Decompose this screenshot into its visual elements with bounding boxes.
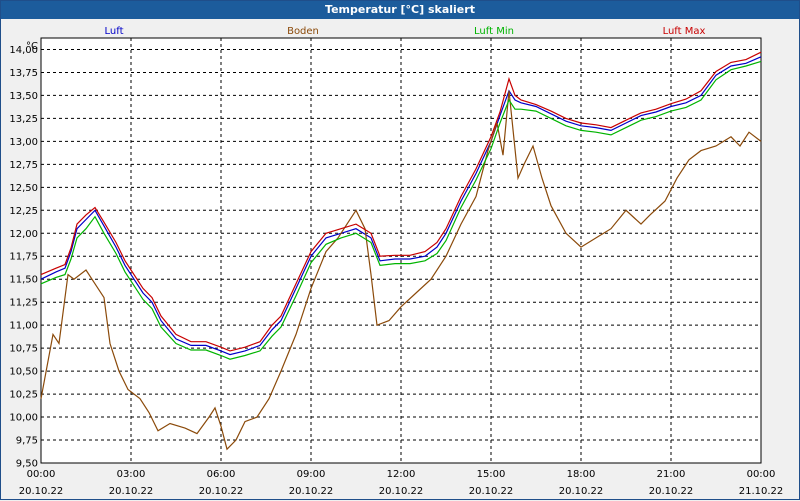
- y-tick-label: 10,50: [9, 367, 38, 378]
- y-axis-label: °C: [26, 41, 38, 52]
- y-tick-label: 13,00: [9, 137, 38, 148]
- x-tick-time: 03:00: [117, 469, 146, 480]
- y-tick-label: 10,75: [9, 344, 38, 355]
- y-tick-label: 13,75: [9, 68, 38, 79]
- y-tick-label: 10,25: [9, 390, 38, 401]
- series-line-boden: [40, 90, 762, 451]
- x-tick-time: 06:00: [207, 469, 236, 480]
- window-title: Temperatur [°C] skaliert: [1, 1, 799, 19]
- y-tick-label: 13,50: [9, 91, 38, 102]
- x-tick-date: 20.10.22: [559, 486, 604, 497]
- y-tick-label: 9,50: [16, 459, 38, 470]
- x-tick-time: 00:00: [27, 469, 56, 480]
- y-tick-label: 11,25: [9, 298, 38, 309]
- legend-label-luft-max: Luft Max: [663, 26, 706, 37]
- y-tick-label: 9,75: [16, 436, 38, 447]
- legend-label-boden: Boden: [287, 26, 319, 37]
- x-tick-date: 20.10.22: [649, 486, 694, 497]
- x-tick-date: 20.10.22: [199, 486, 244, 497]
- x-tick-time: 09:00: [297, 469, 326, 480]
- y-tick-label: 11,75: [9, 252, 38, 263]
- y-tick-label: 11,50: [9, 275, 38, 286]
- x-tick-date: 20.10.22: [289, 486, 334, 497]
- y-tick-label: 12,25: [9, 206, 38, 217]
- x-tick-date: 20.10.22: [379, 486, 424, 497]
- x-tick-time: 00:00: [747, 469, 776, 480]
- y-tick-label: 12,00: [9, 229, 38, 240]
- y-tick-label: 10,00: [9, 413, 38, 424]
- legend-label-luft-min: Luft Min: [474, 26, 514, 37]
- x-tick-date: 20.10.22: [109, 486, 154, 497]
- x-tick-time: 12:00: [387, 469, 416, 480]
- series-line-luft-max: [40, 51, 762, 352]
- x-tick-date: 20.10.22: [19, 486, 64, 497]
- plot-frame: [40, 37, 762, 464]
- x-tick-date: 21.10.22: [739, 486, 784, 497]
- y-tick-label: 14,00: [9, 45, 38, 56]
- legend-label-luft: Luft: [105, 26, 124, 37]
- x-tick-time: 15:00: [477, 469, 506, 480]
- y-tick-label: 12,50: [9, 183, 38, 194]
- x-tick-time: 21:00: [657, 469, 686, 480]
- x-tick-time: 18:00: [567, 469, 596, 480]
- y-tick-label: 12,75: [9, 160, 38, 171]
- y-tick-label: 11,00: [9, 321, 38, 332]
- series-line-luft: [40, 56, 762, 356]
- y-tick-label: 13,25: [9, 114, 38, 125]
- x-tick-date: 20.10.22: [469, 486, 514, 497]
- series-line-luft-min: [40, 60, 762, 360]
